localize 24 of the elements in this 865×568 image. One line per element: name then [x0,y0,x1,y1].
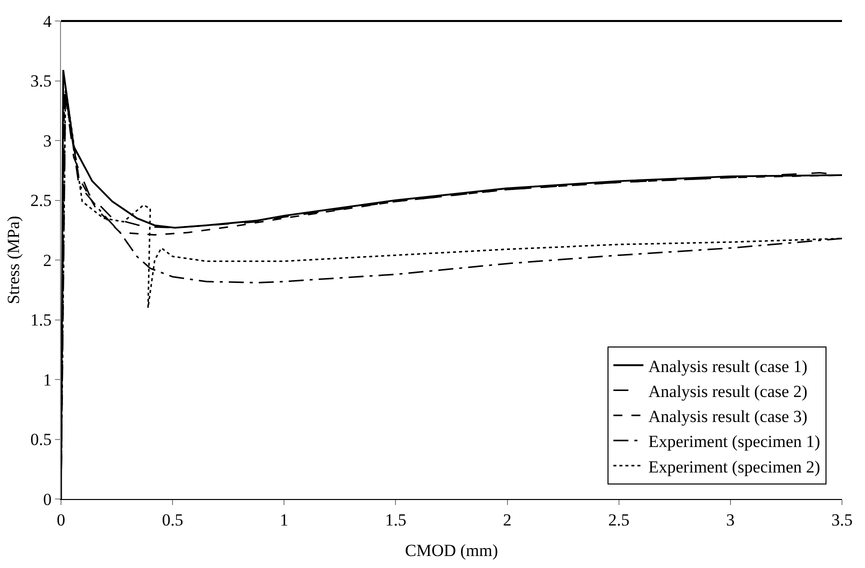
x-tick-label: 1.5 [385,510,406,530]
x-tick-label: 1 [280,510,288,530]
legend-label: Experiment (specimen 1) [648,432,820,452]
y-tick-label: 2 [43,250,52,270]
legend-label: Analysis result (case 3) [648,407,808,426]
y-tick-label: 0.5 [30,430,52,450]
x-tick-label: 3.5 [831,510,853,530]
y-tick-label: 0 [43,490,52,509]
x-tick-label: 0 [56,510,66,530]
y-tick-label: 1.5 [30,310,52,330]
legend-label: Analysis result (case 2) [648,382,808,401]
x-axis-title: CMOD (mm) [404,540,498,560]
y-tick-label: 3 [43,131,52,150]
y-tick-label: 2.5 [30,191,52,210]
y-tick-label: 1 [43,370,52,390]
legend-label: Experiment (specimen 2) [648,457,820,476]
x-tick-label: 2 [503,510,512,530]
y-tick-label: 3.5 [30,72,52,91]
x-tick-label: 3 [726,510,735,530]
y-axis-title: Stress (MPa) [4,216,23,304]
x-tick-label: 0.5 [162,510,184,530]
y-tick-label: 4 [43,12,52,31]
x-tick-label: 2.5 [608,510,630,530]
legend-label: Analysis result (case 1) [648,356,808,376]
